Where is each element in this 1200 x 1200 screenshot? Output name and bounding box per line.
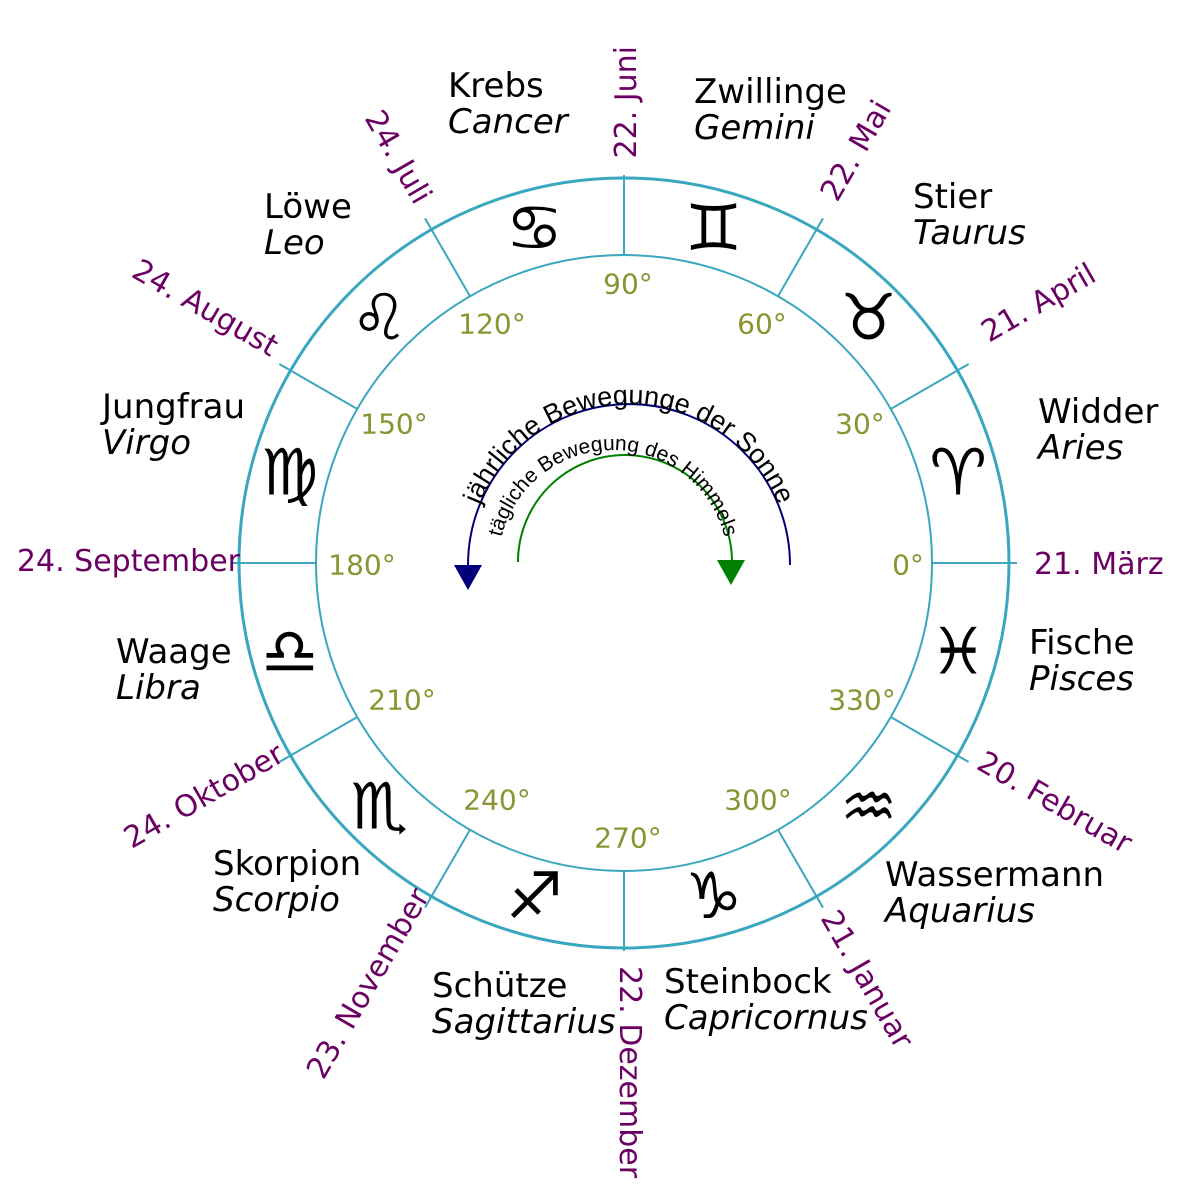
gemini-icon: ♊ <box>685 192 742 266</box>
degree-label: 240° <box>463 784 530 817</box>
sign-name-latin: Libra <box>116 668 201 708</box>
sign-name-german: Löwe <box>264 187 352 227</box>
sign-name-latin: Aries <box>1036 428 1123 468</box>
sky-arc <box>517 454 733 563</box>
sagittarius-icon: ♐ <box>506 860 563 934</box>
sun-arrowhead <box>454 565 482 590</box>
sign-name-latin: Gemini <box>694 108 815 148</box>
degree-label: 180° <box>328 549 395 582</box>
sign-name-latin: Leo <box>264 223 325 263</box>
degree-label: 120° <box>458 308 525 341</box>
sun-arc <box>467 403 791 566</box>
pisces-icon: ♓ <box>930 616 987 690</box>
divider-line <box>890 716 970 763</box>
date-label: 24. September <box>17 544 241 579</box>
degree-label: 60° <box>737 308 787 341</box>
sign-dividers <box>231 175 1017 951</box>
date-label: 24. August <box>126 253 284 365</box>
divider-line <box>278 363 358 410</box>
degree-label: 210° <box>368 684 435 717</box>
virgo-icon: ♍ <box>261 436 318 510</box>
date-label: 24. Oktober <box>118 736 290 856</box>
sign-name-german: Skorpion <box>213 844 361 884</box>
sign-symbols: ♈ ♉ ♊ ♋ ♌ ♍ ♎ ♏ ♐ ♑ ♒ ♓ <box>261 192 987 934</box>
sign-name-german: Krebs <box>448 66 544 106</box>
capricorn-icon: ♑ <box>685 860 742 934</box>
sign-name-latin: Virgo <box>102 423 191 463</box>
divider-line <box>890 363 970 410</box>
degree-label: 150° <box>360 408 427 441</box>
sky-arrowhead <box>717 560 745 585</box>
sign-name-latin: Capricornus <box>664 998 868 1038</box>
date-label: 24. Juli <box>357 105 438 211</box>
sign-name-latin: Cancer <box>448 102 570 142</box>
cancer-icon: ♋ <box>506 192 563 266</box>
divider-line <box>424 217 471 297</box>
taurus-icon: ♉ <box>840 281 897 355</box>
sign-name-german: Jungfrau <box>100 387 245 427</box>
divider-line <box>777 217 824 297</box>
divider-line <box>777 829 824 909</box>
sign-name-german: Wassermann <box>885 855 1104 895</box>
sign-name-latin: Aquarius <box>883 891 1035 931</box>
date-label: 21. April <box>976 257 1102 350</box>
sign-name-latin: Scorpio <box>213 880 340 920</box>
sign-name-german: Widder <box>1038 392 1158 432</box>
date-label: 22. Dezember <box>612 966 647 1179</box>
sign-name-german: Steinbock <box>664 962 832 1002</box>
sign-name-german: Zwillinge <box>694 72 847 112</box>
date-label: 20. Februar <box>971 745 1138 862</box>
degree-labels: 0° 30° 60° 90° 120° 150° 180° 210° 240° 270° 300° 3… <box>328 268 924 855</box>
aries-icon: ♈ <box>930 436 987 510</box>
divider-line <box>424 829 471 909</box>
sign-name-german: Waage <box>116 632 232 672</box>
scorpio-icon: ♏ <box>351 771 408 845</box>
aquarius-icon: ♒ <box>840 771 897 845</box>
sign-name-german: Stier <box>913 177 992 217</box>
degree-label: 330° <box>828 684 895 717</box>
date-label: 22. Juni <box>609 46 644 158</box>
leo-icon: ♌ <box>351 281 408 355</box>
divider-line <box>278 716 358 763</box>
degree-label: 30° <box>835 408 885 441</box>
degree-label: 0° <box>892 549 924 582</box>
sign-name-german: Fische <box>1029 623 1134 663</box>
degree-label: 270° <box>594 822 661 855</box>
libra-icon: ♎ <box>261 616 318 690</box>
sign-name-latin: Pisces <box>1029 659 1134 699</box>
date-label: 21. März <box>1034 547 1164 582</box>
degree-label: 300° <box>724 784 791 817</box>
sign-name-latin: Sagittarius <box>432 1002 616 1042</box>
sign-name-latin: Taurus <box>913 213 1026 253</box>
sign-name-german: Schütze <box>432 966 567 1006</box>
degree-label: 90° <box>603 268 653 301</box>
